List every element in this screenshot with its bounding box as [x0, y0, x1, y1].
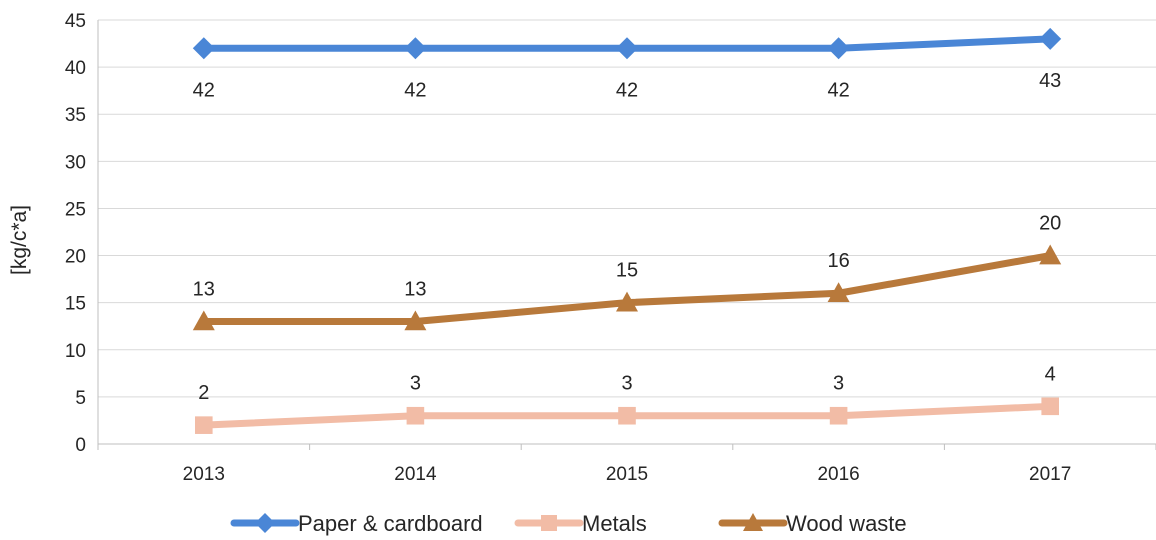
data-point — [404, 37, 427, 60]
data-label: 3 — [410, 373, 421, 395]
data-label: 15 — [616, 260, 638, 282]
x-tick-label: 2015 — [606, 464, 648, 485]
data-point — [829, 406, 848, 425]
y-tick-label: 10 — [65, 341, 86, 362]
legend-label: Paper & cardboard — [298, 511, 483, 536]
data-label: 42 — [827, 79, 849, 101]
y-tick-labels: 0 5 10 15 20 25 30 35 40 45 — [65, 11, 86, 456]
x-tick-label: 2016 — [817, 464, 859, 485]
data-point — [618, 406, 636, 425]
data-point — [1041, 397, 1059, 416]
data-point — [827, 37, 850, 60]
data-label: 42 — [193, 79, 215, 101]
y-tick-label: 45 — [65, 11, 86, 32]
x-tick-label: 2014 — [394, 464, 437, 485]
legend-marker — [255, 513, 275, 533]
data-point — [192, 310, 215, 331]
y-tick-label: 25 — [65, 199, 86, 220]
series-wood-waste — [192, 244, 1062, 331]
data-point — [192, 37, 215, 60]
legend-label: Wood waste — [786, 511, 907, 536]
series-metals — [195, 397, 1059, 434]
data-label: 13 — [404, 279, 426, 301]
legend: Paper & cardboard Metals Wood waste — [230, 511, 907, 536]
legend-item: Metals — [514, 511, 647, 536]
y-tick-label: 15 — [65, 294, 86, 315]
data-label: 20 — [1039, 213, 1061, 235]
data-point — [616, 291, 638, 312]
axes — [97, 20, 1156, 450]
data-label: 3 — [833, 373, 844, 395]
data-label: 4 — [1045, 363, 1056, 385]
data-label: 16 — [827, 250, 849, 272]
data-label: 13 — [193, 279, 215, 301]
legend-item: Paper & cardboard — [230, 511, 483, 536]
data-label: 43 — [1039, 70, 1061, 92]
x-tick-labels: 2013 2014 2015 2016 2017 — [183, 464, 1072, 485]
data-point — [1039, 27, 1062, 50]
series-paper-cardboard — [192, 27, 1062, 60]
data-point — [1039, 244, 1062, 265]
legend-marker — [541, 515, 557, 531]
x-tick-label: 2017 — [1029, 464, 1071, 485]
data-point — [404, 310, 427, 331]
data-label: 3 — [621, 373, 632, 395]
legend-marker — [743, 513, 763, 531]
data-point — [406, 406, 425, 425]
y-tick-label: 0 — [75, 435, 86, 456]
series — [192, 27, 1062, 434]
data-label: 42 — [404, 79, 426, 101]
data-label: 42 — [616, 79, 638, 101]
data-point — [827, 282, 850, 303]
legend-item: Wood waste — [718, 511, 907, 536]
y-tick-label: 5 — [75, 388, 86, 409]
y-tick-label: 20 — [65, 247, 86, 268]
y-tick-label: 35 — [65, 105, 86, 126]
y-axis-title: [kg/c*a] — [8, 205, 31, 275]
legend-label: Metals — [582, 511, 647, 536]
y-tick-label: 40 — [65, 58, 86, 79]
x-tick-label: 2013 — [183, 464, 225, 485]
y-tick-label: 30 — [65, 152, 86, 173]
data-point — [616, 37, 638, 60]
data-point — [195, 416, 213, 434]
gridlines — [98, 19, 1156, 398]
data-label: 2 — [198, 382, 209, 404]
